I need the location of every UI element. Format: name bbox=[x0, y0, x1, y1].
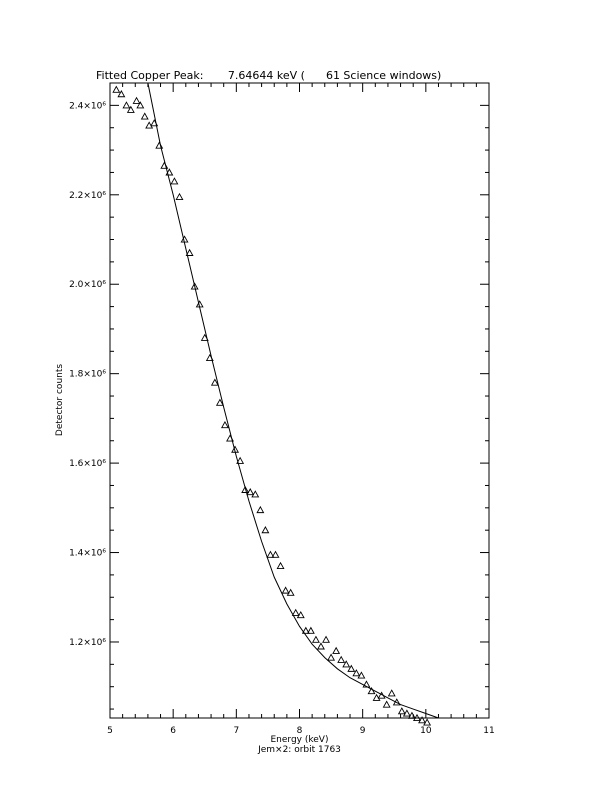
data-point bbox=[112, 85, 121, 93]
y-tick-label: 1.6×10⁶ bbox=[69, 459, 106, 469]
data-point bbox=[413, 713, 421, 722]
y-tick-label: 1.4×10⁶ bbox=[69, 549, 106, 559]
data-point bbox=[423, 718, 432, 726]
data-point bbox=[352, 669, 361, 677]
data-point bbox=[241, 485, 250, 493]
fit-curve bbox=[147, 82, 439, 719]
data-point bbox=[407, 711, 416, 719]
data-point bbox=[145, 121, 154, 129]
x-tick-label: 8 bbox=[297, 726, 303, 736]
y-tick-label: 2.4×10⁶ bbox=[69, 101, 106, 111]
data-point bbox=[327, 653, 336, 661]
data-point bbox=[372, 693, 381, 701]
data-point bbox=[322, 635, 330, 643]
data-point bbox=[286, 588, 295, 596]
y-tick-label: 1.2×10⁶ bbox=[69, 638, 106, 648]
data-point bbox=[261, 526, 270, 534]
x-axis-label: Energy (keV) bbox=[271, 735, 329, 745]
data-point bbox=[301, 626, 310, 634]
data-point bbox=[418, 716, 427, 724]
data-point bbox=[311, 635, 320, 643]
y-tick-label: 2.0×10⁶ bbox=[69, 280, 106, 290]
data-point bbox=[246, 488, 255, 496]
y-tick-label: 2.2×10⁶ bbox=[69, 191, 106, 201]
x-tick-label: 11 bbox=[483, 726, 494, 736]
data-point bbox=[122, 101, 131, 109]
data-point bbox=[402, 709, 411, 717]
data-point bbox=[306, 626, 315, 634]
data-point bbox=[140, 112, 149, 120]
plot-frame bbox=[109, 82, 490, 719]
x-tick-label: 9 bbox=[360, 726, 366, 736]
y-axis-label: Detector counts bbox=[55, 364, 65, 436]
data-point bbox=[190, 282, 199, 290]
data-point bbox=[281, 586, 290, 594]
data-point bbox=[271, 550, 280, 558]
data-point bbox=[337, 655, 346, 663]
axes: 5 6 7 8 9 10 11 1.2×10⁶ 1.4×10⁶ 1.6×10⁶ 1.8×10⁶ 2.0… bbox=[69, 82, 495, 736]
data-point bbox=[382, 700, 391, 708]
data-point bbox=[215, 398, 224, 406]
data-point bbox=[332, 646, 341, 654]
data-point bbox=[210, 378, 219, 386]
data-point bbox=[185, 248, 194, 256]
y-tick-label: 1.8×10⁶ bbox=[69, 370, 106, 380]
data-point bbox=[347, 664, 356, 672]
x-tick-label: 6 bbox=[170, 726, 176, 736]
data-point bbox=[175, 192, 184, 201]
data-point bbox=[387, 689, 396, 697]
data-point bbox=[266, 550, 275, 558]
data-point bbox=[155, 141, 164, 149]
data-point bbox=[132, 96, 141, 104]
data-point bbox=[136, 101, 145, 109]
chart-title: Fitted Copper Peak: 7.64644 keV ( 61 Sci… bbox=[96, 69, 441, 82]
data-point bbox=[291, 608, 300, 616]
data-marks bbox=[112, 85, 432, 726]
data-point bbox=[170, 177, 179, 185]
data-point bbox=[296, 611, 305, 619]
data-point bbox=[256, 505, 265, 514]
data-point bbox=[117, 90, 126, 98]
data-point bbox=[220, 420, 229, 429]
data-point bbox=[342, 660, 351, 668]
data-point bbox=[357, 671, 366, 679]
data-point bbox=[397, 707, 406, 715]
x-tick-label: 10 bbox=[420, 726, 432, 736]
x-tick-label: 5 bbox=[107, 726, 113, 736]
data-point bbox=[317, 642, 325, 650]
data-point bbox=[367, 687, 376, 695]
data-point bbox=[236, 456, 245, 464]
data-point bbox=[276, 561, 285, 569]
data-point bbox=[126, 105, 135, 113]
data-point bbox=[251, 490, 260, 498]
x-tick-label: 7 bbox=[233, 726, 239, 736]
chart-subtitle: Jem×2: orbit 1763 bbox=[257, 745, 341, 755]
